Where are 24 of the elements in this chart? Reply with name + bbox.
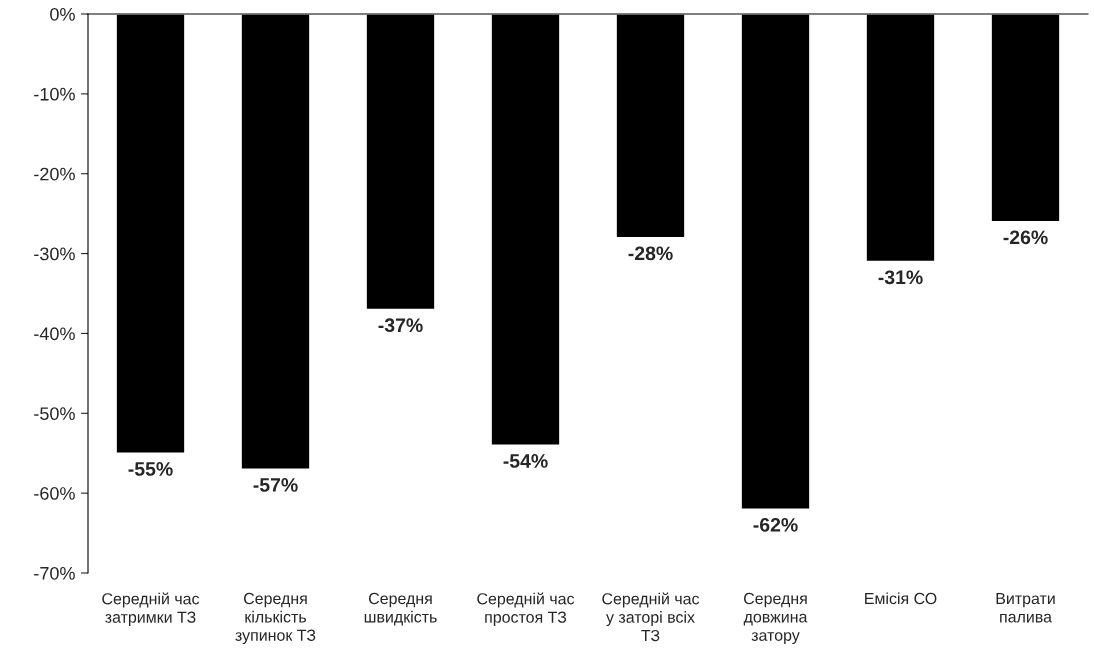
y-tick-label: -70% (34, 566, 75, 580)
data-label: -26% (1003, 230, 1048, 245)
x-tick-label: Середня довжина затору (743, 592, 808, 645)
y-tick-label: -60% (34, 487, 75, 500)
x-tick-label: Середній час затримки ТЗ (102, 592, 200, 626)
y-tick-label: -30% (34, 247, 75, 261)
data-label: -55% (128, 462, 173, 476)
x-tick-label: Емісія СО (865, 592, 937, 605)
x-tick-label: Витрати палива (996, 593, 1055, 623)
data-label: -57% (253, 478, 298, 492)
y-tick-label: 0% (50, 7, 75, 21)
data-label: -62% (753, 517, 798, 532)
data-label: -54% (503, 454, 548, 468)
data-label: -31% (878, 270, 923, 285)
y-tick-label: -50% (34, 407, 75, 421)
data-label: -37% (378, 318, 423, 333)
x-tick-label: Середній час у заторі всіх ТЗ (602, 592, 700, 642)
x-tick-label: Середня кількість зупинок ТЗ (235, 592, 316, 645)
y-tick-label: -40% (34, 327, 75, 341)
y-tick-label: -10% (34, 87, 75, 101)
x-tick-label: Середній час простоя ТЗ (477, 592, 575, 626)
data-label: -28% (628, 246, 673, 261)
y-tick-label: -20% (34, 167, 75, 181)
x-tick-label: Середня швидкість (364, 592, 437, 626)
